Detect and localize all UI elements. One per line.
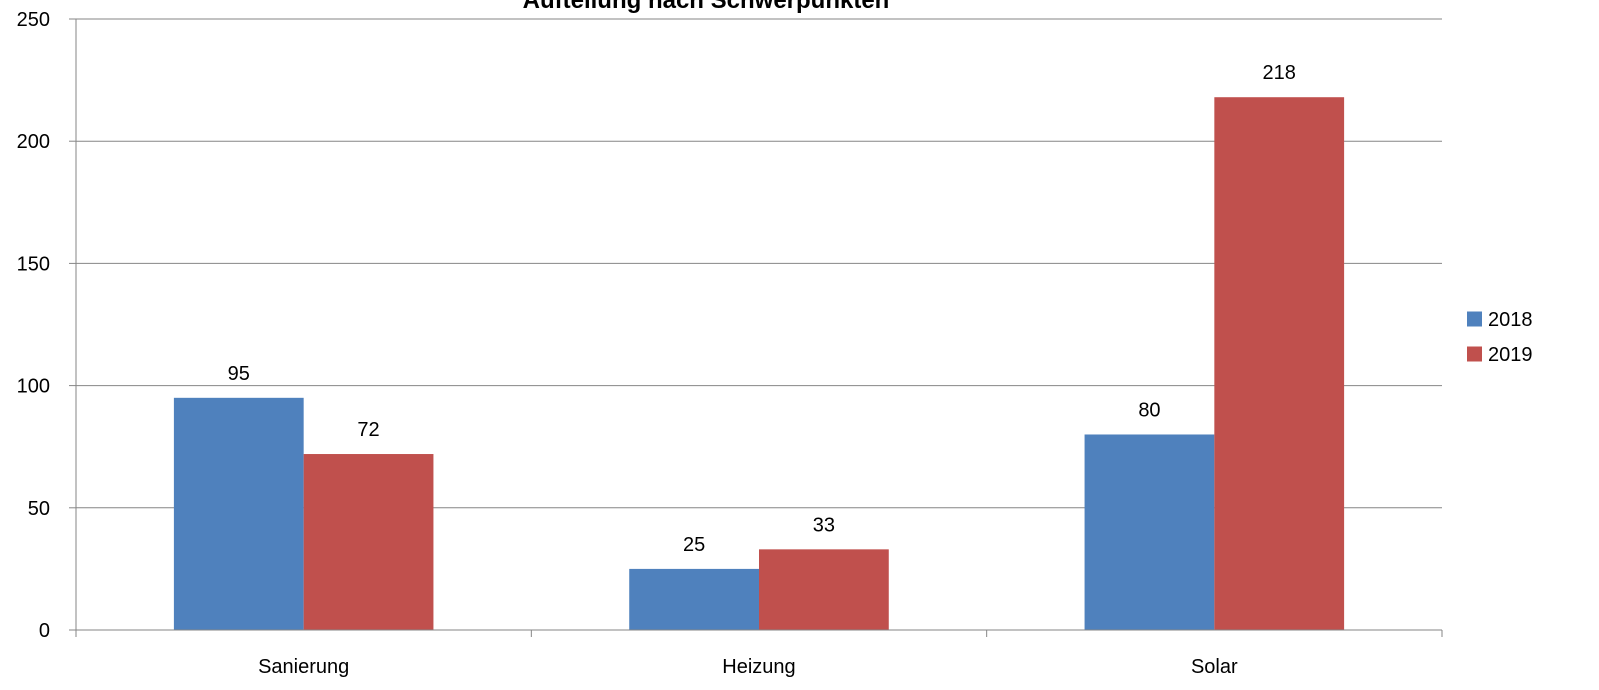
- data-label-sanierung-2019: 72: [357, 419, 379, 441]
- legend-label-2018: 2018: [1488, 309, 1533, 331]
- y-axis-tick-labels: 0 50 100 150 200 250: [17, 9, 50, 642]
- data-label-solar-2018: 80: [1138, 399, 1160, 421]
- bar-solar-2018: [1084, 434, 1215, 630]
- bars: [173, 97, 1345, 630]
- bar-sanierung-2018: [173, 397, 304, 630]
- data-labels: 95 72 25 33 80 218: [228, 62, 1296, 556]
- y-tick-label-0: 0: [39, 620, 50, 642]
- y-tick-label-150: 150: [17, 253, 50, 275]
- legend-label-2019: 2019: [1488, 344, 1533, 366]
- bar-heizung-2018: [629, 568, 759, 630]
- legend-swatch-2018: [1467, 311, 1482, 327]
- data-label-heizung-2019: 33: [813, 514, 835, 536]
- y-tick-label-100: 100: [17, 376, 50, 398]
- bar-heizung-2019: [759, 549, 889, 630]
- data-label-solar-2019: 218: [1263, 62, 1296, 84]
- chart-title: Aufteilung nach Schwerpunkten: [523, 0, 890, 14]
- y-tick-label-250: 250: [17, 9, 50, 31]
- x-category-label-solar: Solar: [1191, 656, 1238, 678]
- y-tick-label-200: 200: [17, 131, 50, 153]
- y-tick-label-50: 50: [28, 498, 50, 520]
- legend-swatch-2019: [1467, 346, 1482, 362]
- x-axis-category-labels: Sanierung Heizung Solar: [258, 656, 1238, 678]
- bar-solar-2019: [1214, 97, 1345, 630]
- data-label-heizung-2018: 25: [683, 534, 705, 556]
- axes: [69, 18, 1443, 637]
- x-category-label-sanierung: Sanierung: [258, 656, 349, 678]
- data-label-sanierung-2018: 95: [228, 363, 250, 385]
- x-category-label-heizung: Heizung: [722, 656, 795, 678]
- bar-sanierung-2019: [303, 454, 434, 630]
- legend: 2018 2019: [1467, 309, 1533, 366]
